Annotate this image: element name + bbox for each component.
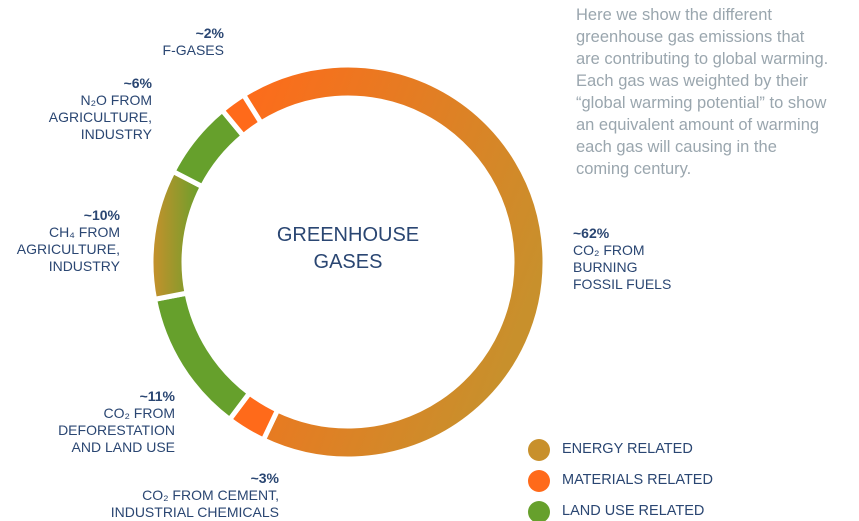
center-label: GREENHOUSE GASES — [276, 224, 420, 273]
category-label: CO₂ FROM DEFORESTATION AND LAND USE — [58, 405, 175, 455]
segment-label: ~62% CO₂ FROM BURNING FOSSIL FUELS — [573, 225, 671, 293]
value-label: ~62% — [573, 225, 610, 241]
legend-swatch — [528, 439, 550, 461]
legend-label: ENERGY RELATED — [562, 441, 693, 457]
value-label: ~6% — [123, 75, 152, 91]
legend-swatch — [528, 501, 550, 521]
donut-segment — [148, 168, 206, 303]
value-label: ~10% — [83, 207, 120, 223]
category-label: CH₄ FROM AGRICULTURE, INDUSTRY — [16, 224, 120, 274]
segment-label: ~6% N₂O FROM AGRICULTURE, INDUSTRY — [49, 75, 152, 143]
segment-label: ~10% CH₄ FROM AGRICULTURE, INDUSTRY — [17, 207, 120, 275]
category-label: F-GASES — [162, 42, 224, 58]
segment-label: ~11% CO₂ FROM DEFORESTATION AND LAND USE — [58, 388, 175, 456]
legend-label: LAND USE RELATED — [562, 503, 705, 519]
legend-swatch — [528, 470, 550, 492]
description: Here we show the different greenhouse ga… — [576, 6, 829, 178]
segment-label: ~3% CO₂ FROM CEMENT, INDUSTRIAL CHEMICALS — [111, 470, 279, 521]
donut-segment — [218, 91, 265, 140]
legend-label: MATERIALS RELATED — [562, 472, 713, 488]
category-label: CO₂ FROM CEMENT, INDUSTRIAL CHEMICALS — [110, 487, 279, 520]
value-label: ~3% — [250, 470, 279, 486]
value-label: ~2% — [195, 25, 224, 41]
category-label: N₂O FROM AGRICULTURE, INDUSTRY — [48, 92, 152, 142]
segment-label: ~2% F-GASES — [163, 25, 224, 59]
category-label: CO₂ FROM BURNING FOSSIL FUELS — [573, 242, 672, 292]
value-label: ~11% — [139, 388, 175, 404]
